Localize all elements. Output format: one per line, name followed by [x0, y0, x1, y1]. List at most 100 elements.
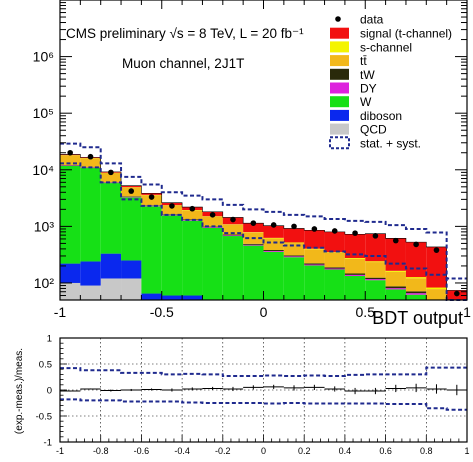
bar-7-15 [365, 233, 386, 262]
bar-2-4 [141, 206, 162, 294]
bar-5-13 [324, 252, 345, 268]
ratio-x-tick-label: -0.4 [174, 446, 190, 456]
bar-2-7 [202, 227, 223, 300]
bar-4-4 [141, 205, 162, 206]
ratio-band_down [60, 398, 467, 411]
bar-2-3 [121, 197, 142, 261]
main-panel: 10² 10³ 10⁴ 10⁵ 10⁶ -1 -0.5 0 0.5 1 CMS prelimin… [32, 0, 471, 328]
bar-1-4 [141, 293, 162, 300]
x-tick-label: 0.5 [356, 304, 376, 320]
ratio-x-tick-label: -0.2 [215, 446, 231, 456]
bar-4-16 [385, 286, 406, 289]
bar-3-10 [263, 251, 284, 252]
bar-6-17 [405, 277, 427, 279]
y-tick-label: 10⁶ [33, 49, 54, 65]
bar-1-3 [121, 260, 142, 279]
ratio-x-tick-label: -0.8 [93, 446, 109, 456]
bar-3-7 [202, 227, 223, 228]
bar-2-1 [80, 168, 101, 262]
legend-swatch [330, 27, 349, 39]
bar-5-0 [60, 155, 81, 166]
bar-2-10 [263, 251, 284, 300]
legend-swatch [330, 109, 349, 121]
bar-1-5 [161, 295, 183, 300]
bar-3-12 [304, 264, 325, 266]
ratio-y-tick-label: -1 [44, 438, 52, 449]
bar-3-3 [121, 196, 142, 198]
bar-5-4 [141, 195, 162, 206]
x-tick-label: -1 [54, 304, 67, 320]
bar-4-15 [365, 277, 386, 280]
legend-label: diboson [360, 109, 402, 123]
x-axis-title: BDT output [372, 308, 463, 328]
bar-2-17 [405, 294, 427, 300]
x-tick-label: 1 [463, 304, 471, 320]
bar-3-9 [243, 244, 264, 246]
bar-4-12 [304, 263, 325, 265]
ratio-y-tick-label: -0.5 [36, 412, 52, 423]
legend-label: DY [360, 82, 377, 96]
bar-7-3 [121, 185, 142, 188]
legend-label-data: data [360, 13, 384, 27]
bar-3-14 [344, 274, 366, 276]
ratio-x-tick-label: 0 [261, 446, 266, 456]
bar-0-2 [100, 278, 122, 300]
y-tick-label: 10⁵ [33, 105, 54, 121]
bar-0-3 [121, 278, 142, 300]
bar-3-15 [365, 279, 386, 281]
bar-2-11 [283, 257, 305, 300]
bar-2-8 [222, 236, 244, 300]
bar-3-11 [283, 256, 305, 258]
bar-2-9 [243, 245, 264, 300]
bar-7-10 [263, 225, 284, 238]
bar-5-8 [222, 224, 244, 235]
legend-swatch [330, 123, 349, 135]
bar-5-17 [405, 278, 427, 292]
bar-2-5 [161, 215, 183, 296]
bar-2-16 [385, 289, 406, 300]
bar-6-15 [365, 261, 386, 263]
cms-annotation: CMS preliminary √s = 8 TeV, L = 20 fb⁻¹ [66, 26, 304, 41]
bar-5-6 [182, 210, 203, 220]
bar-7-4 [141, 193, 162, 195]
legend-swatch [330, 96, 349, 108]
legend-label: W [360, 95, 372, 109]
bar-1-2 [100, 253, 122, 279]
bar-1-1 [80, 261, 101, 286]
bar-4-3 [121, 196, 142, 197]
bar-4-8 [222, 234, 244, 236]
legend-label: s-channel [360, 40, 412, 54]
ratio-x-tick-label: 0.4 [339, 446, 352, 456]
bar-3-13 [324, 268, 345, 270]
y-tick-label: 10³ [34, 218, 55, 234]
ratio-panel: -1 -0.5 0 0.5 1 -1 -0.8 -0.6 -0.4 -0.2 0 0.2 0.4 0.6… [14, 334, 470, 457]
ratio-y-tick-label: 0 [47, 386, 52, 397]
uncertainty-band-up [60, 142, 467, 280]
bar-1-0 [60, 263, 81, 283]
bar-5-1 [80, 158, 101, 168]
bar-5-2 [100, 172, 122, 183]
x-tick-label: -0.5 [150, 304, 174, 320]
bar-6-14 [344, 258, 366, 259]
bar-3-8 [222, 235, 244, 237]
ratio-x-tick-label: 1 [464, 446, 469, 456]
legend-swatch [330, 68, 349, 80]
ratio-x-tick-label: 0.2 [298, 446, 311, 456]
bar-4-11 [283, 255, 305, 257]
y-tick-label: 10² [34, 275, 55, 291]
bar-3-16 [385, 288, 406, 290]
bar-2-6 [182, 220, 203, 296]
ratio-x-tick-label: 0.8 [420, 446, 433, 456]
legend-label: QCD [360, 123, 387, 137]
bar-4-13 [324, 267, 345, 269]
bar-5-5 [161, 205, 183, 215]
legend-label: signal (t-channel) [360, 27, 452, 41]
bar-6-9 [243, 232, 264, 233]
legend-label-uncertainty: stat. + syst. [360, 136, 421, 150]
ratio-band_up [60, 366, 467, 377]
ratio-x-tick-label: 0.6 [379, 446, 392, 456]
legend-label: tW [360, 68, 375, 82]
uncertainty-band-down [60, 162, 467, 301]
